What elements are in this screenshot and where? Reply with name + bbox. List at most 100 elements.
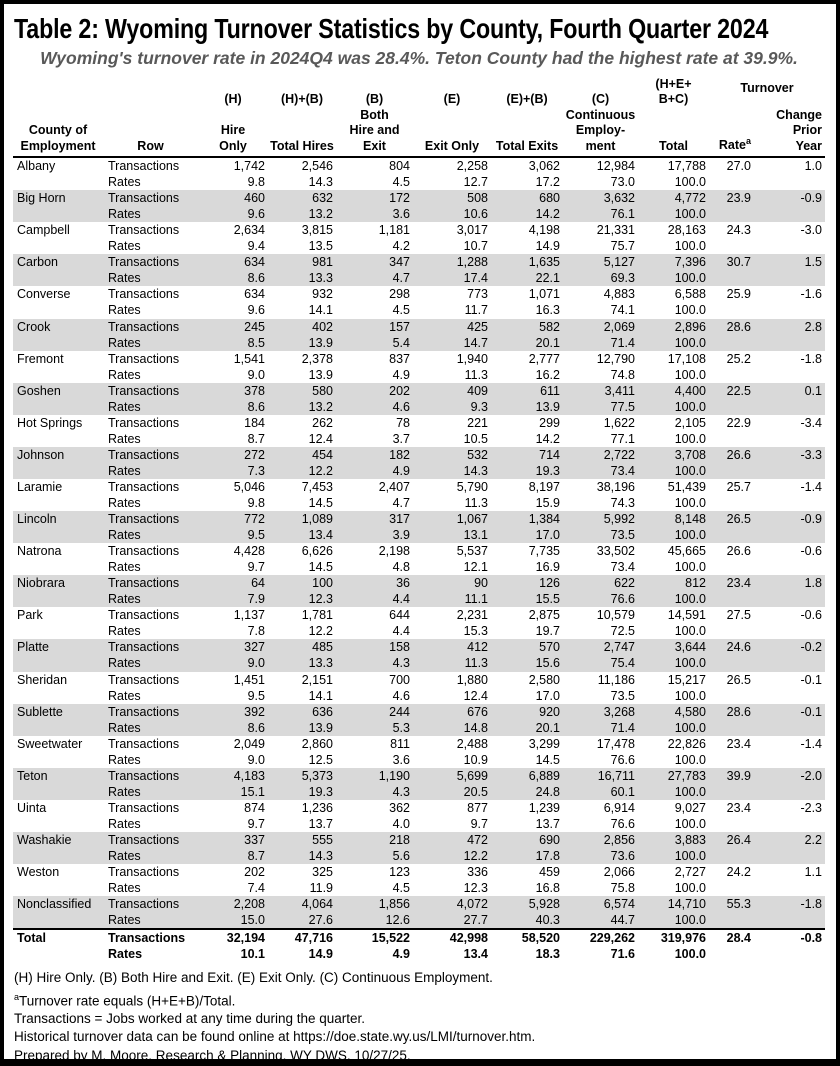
value-cell: 4.7 — [392, 496, 410, 511]
value-cell: 24.8 — [535, 784, 560, 799]
value-cell: 16,711 — [597, 768, 635, 783]
value-cell: 3,017 — [456, 223, 488, 238]
value-cell: 632 — [312, 191, 333, 206]
rates-row: Rates 15.0 27.6 12.6 27.7 40.3 44.7 100.0 — [13, 912, 825, 930]
row-label-cell: Rates — [108, 239, 141, 254]
value-cell: 32,194 — [226, 931, 265, 946]
county-name-cell — [13, 367, 103, 383]
value-cell: 4,064 — [301, 897, 333, 912]
header-turnover-rate: Ratea — [718, 136, 751, 153]
value-cell: 13.4 — [463, 947, 488, 962]
county-name-cell: Converse — [17, 287, 71, 302]
value-cell: 700 — [389, 672, 410, 687]
value-cell: 4.5 — [392, 303, 410, 318]
transactions-row: Goshen Transactions 378 580 202 409 611 3,411 4,… — [13, 382, 825, 399]
change-cell: 1.8 — [804, 576, 822, 591]
value-cell: 2,747 — [603, 640, 635, 655]
value-cell: 21,331 — [596, 223, 635, 238]
value-cell: 4,198 — [528, 223, 560, 238]
value-cell: 4.8 — [392, 560, 410, 575]
change-cell: -3.0 — [800, 223, 822, 238]
value-cell: 5,992 — [603, 512, 635, 527]
rate-cell: 26.4 — [726, 833, 751, 847]
value-cell: 172 — [389, 191, 410, 206]
rate-cell — [709, 238, 754, 254]
value-cell: 100.0 — [674, 752, 706, 767]
value-cell: 4.6 — [392, 688, 410, 703]
table-header: County of Employment Row (H) Hire Only (… — [13, 77, 825, 158]
rate-cell — [709, 720, 754, 736]
value-cell: 472 — [467, 833, 488, 847]
row-label-cell: Transactions — [108, 159, 180, 174]
value-cell: 100.0 — [674, 592, 706, 607]
value-cell: 2,777 — [528, 351, 560, 366]
value-cell: 3.6 — [392, 752, 410, 767]
rate-cell — [709, 880, 754, 896]
row-label-cell: Transactions — [108, 544, 180, 559]
value-cell: 2,049 — [233, 736, 265, 751]
value-cell: 1,071 — [528, 287, 560, 302]
rate-cell — [709, 527, 754, 543]
value-cell: 75.8 — [610, 881, 635, 896]
value-cell: 6,574 — [603, 897, 635, 912]
rate-cell: 24.3 — [726, 223, 751, 238]
county-name-cell — [13, 206, 103, 222]
row-label-cell: Rates — [108, 624, 141, 639]
change-cell — [754, 335, 825, 351]
row-label-cell: Transactions — [108, 223, 180, 238]
value-cell: 14.5 — [308, 496, 333, 511]
value-cell: 15.5 — [535, 592, 560, 607]
value-cell: 6,588 — [674, 287, 706, 302]
rate-cell — [709, 431, 754, 447]
county-name-cell — [13, 270, 103, 286]
value-cell: 582 — [539, 319, 560, 334]
value-cell: 4.5 — [392, 881, 410, 896]
footnote-transactions-definition: Transactions = Jobs worked at any time d… — [14, 1011, 366, 1027]
row-label-cell: Rates — [108, 496, 141, 511]
county-name-cell — [13, 527, 103, 543]
value-cell: 123 — [389, 865, 410, 880]
header-total-hires: (H)+(B) Total Hires — [270, 92, 334, 153]
value-cell: 1,880 — [456, 672, 488, 687]
row-label-cell: Rates — [108, 271, 141, 286]
change-cell: -0.6 — [800, 608, 822, 623]
value-cell: 28,163 — [667, 223, 706, 238]
transactions-row: Sublette Transactions 392 636 244 676 920 3,268… — [13, 703, 825, 720]
value-cell: 7.8 — [247, 624, 265, 639]
county-name-cell: Carbon — [17, 255, 58, 270]
value-cell: 392 — [244, 704, 265, 719]
value-cell: 7.4 — [247, 881, 265, 896]
value-cell: 1,067 — [456, 512, 488, 527]
value-cell: 9.8 — [247, 496, 265, 511]
value-cell: 14,710 — [667, 897, 706, 912]
value-cell: 874 — [244, 800, 265, 815]
row-label-cell: Rates — [108, 592, 141, 607]
change-cell — [754, 816, 825, 832]
value-cell: 3,062 — [528, 159, 560, 174]
value-cell: 100.0 — [674, 335, 706, 350]
rate-cell: 26.5 — [726, 512, 751, 527]
row-label-cell: Rates — [108, 367, 141, 382]
change-cell: -3.3 — [800, 447, 822, 462]
value-cell: 221 — [467, 415, 488, 430]
value-cell: 5.6 — [392, 849, 410, 864]
value-cell: 4.4 — [392, 624, 410, 639]
rates-row: Rates 9.4 13.5 4.2 10.7 14.9 75.7 100.0 — [13, 238, 825, 254]
transactions-row: Hot Springs Transactions 184 262 78 221 299 1,6… — [13, 415, 825, 431]
value-cell: 10.7 — [463, 239, 488, 254]
value-cell: 932 — [312, 287, 333, 302]
value-cell: 10,579 — [596, 608, 635, 623]
value-cell: 9.5 — [247, 688, 265, 703]
value-cell: 27,783 — [667, 768, 706, 783]
value-cell: 17,788 — [667, 159, 706, 174]
value-cell: 74.8 — [610, 367, 635, 382]
value-cell: 272 — [244, 447, 265, 462]
footnote-prepared-by: Prepared by M. Moore, Research & Plannin… — [14, 1047, 411, 1063]
value-cell: 11.7 — [464, 303, 488, 318]
value-cell: 15.1 — [240, 784, 265, 799]
value-cell: 636 — [312, 704, 333, 719]
county-name-cell — [13, 559, 103, 575]
value-cell: 5,537 — [456, 544, 488, 559]
value-cell: 245 — [244, 319, 265, 334]
value-cell: 298 — [389, 287, 410, 302]
